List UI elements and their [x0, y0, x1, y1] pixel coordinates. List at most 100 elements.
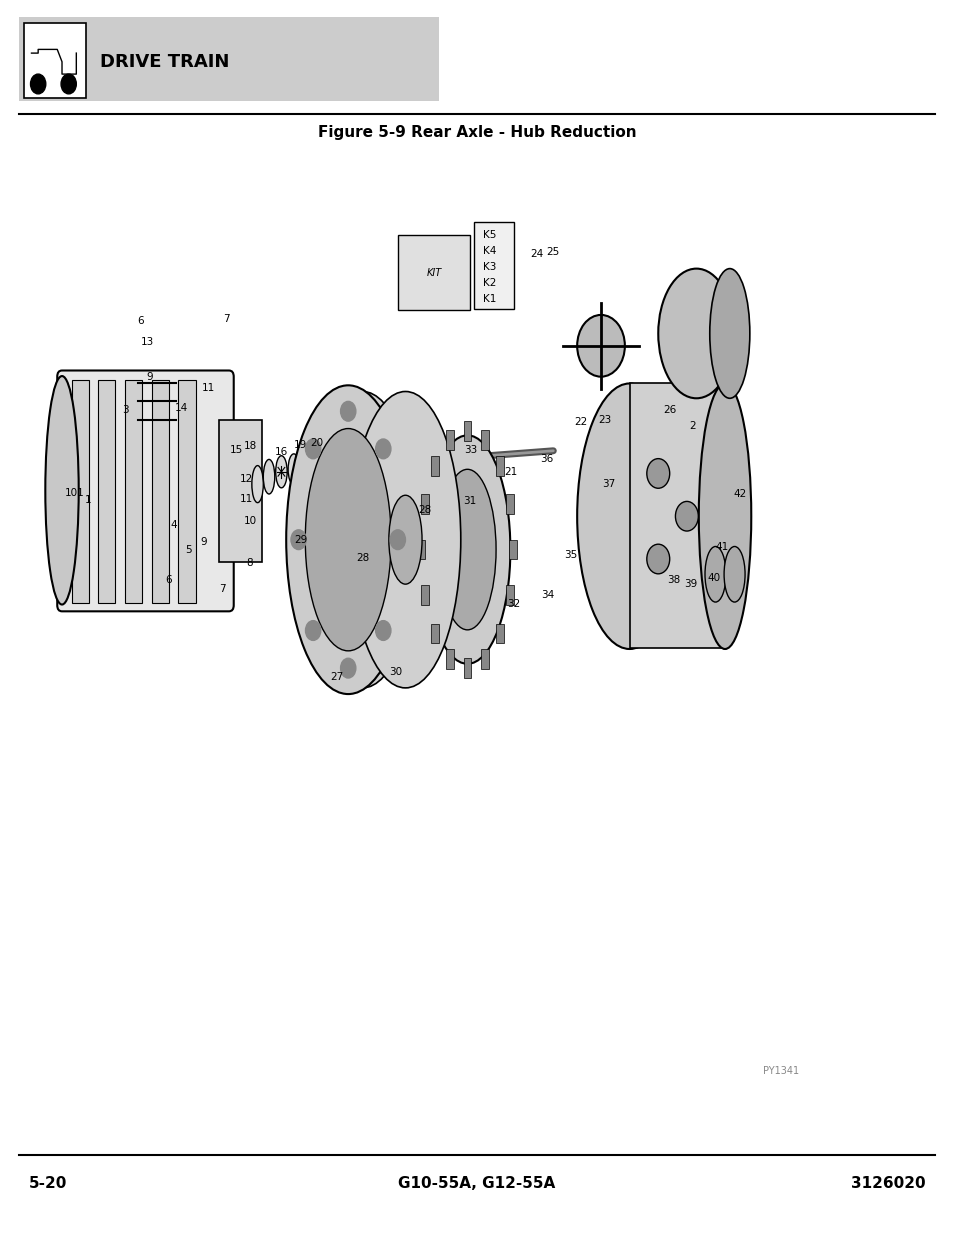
Bar — [505, 494, 513, 514]
FancyBboxPatch shape — [629, 383, 724, 648]
Ellipse shape — [286, 385, 410, 694]
Ellipse shape — [307, 391, 417, 688]
Text: PY1341: PY1341 — [762, 1066, 799, 1076]
Text: 31: 31 — [462, 496, 476, 506]
Ellipse shape — [329, 406, 424, 673]
Circle shape — [646, 458, 669, 488]
Bar — [446, 430, 454, 450]
Bar — [463, 658, 471, 678]
Text: 7: 7 — [219, 584, 225, 594]
Text: 22: 22 — [574, 417, 587, 427]
Bar — [431, 624, 438, 643]
Text: 30: 30 — [389, 667, 402, 677]
Text: 8: 8 — [247, 558, 253, 568]
Ellipse shape — [305, 429, 391, 651]
Text: 38: 38 — [666, 576, 679, 585]
Bar — [446, 650, 454, 669]
Bar — [509, 540, 517, 559]
FancyBboxPatch shape — [57, 370, 233, 611]
Text: 10: 10 — [243, 516, 256, 526]
Ellipse shape — [577, 383, 681, 650]
Text: 3126020: 3126020 — [850, 1176, 924, 1191]
Text: 24: 24 — [530, 249, 543, 259]
FancyBboxPatch shape — [397, 235, 470, 310]
Text: 40: 40 — [706, 573, 720, 583]
Ellipse shape — [704, 546, 725, 603]
FancyBboxPatch shape — [19, 17, 438, 101]
Text: 33: 33 — [463, 445, 476, 454]
Text: 25: 25 — [546, 247, 559, 257]
Text: 18: 18 — [244, 441, 257, 451]
Text: 27: 27 — [330, 672, 343, 682]
Text: 37: 37 — [601, 479, 615, 489]
Text: 35: 35 — [563, 550, 577, 559]
Text: K2: K2 — [482, 278, 496, 288]
Text: 6: 6 — [137, 316, 143, 326]
Text: 7: 7 — [223, 314, 229, 324]
Ellipse shape — [362, 500, 391, 579]
Text: 42: 42 — [733, 489, 746, 499]
Text: 2: 2 — [689, 421, 695, 431]
FancyBboxPatch shape — [219, 420, 262, 562]
Ellipse shape — [438, 469, 496, 630]
Text: 1: 1 — [85, 495, 91, 505]
Text: 6: 6 — [166, 576, 172, 585]
FancyBboxPatch shape — [474, 222, 514, 309]
Circle shape — [291, 530, 306, 550]
Bar — [496, 624, 503, 643]
Text: 26: 26 — [662, 405, 676, 415]
Ellipse shape — [350, 391, 460, 688]
Text: 34: 34 — [540, 590, 554, 600]
Ellipse shape — [709, 269, 749, 398]
Circle shape — [61, 74, 76, 94]
Text: Figure 5-9 Rear Axle - Hub Reduction: Figure 5-9 Rear Axle - Hub Reduction — [317, 125, 636, 140]
Text: 20: 20 — [310, 438, 323, 448]
Text: 16: 16 — [274, 447, 288, 457]
Text: 32: 32 — [507, 599, 520, 609]
Ellipse shape — [275, 456, 287, 488]
Ellipse shape — [252, 466, 263, 503]
Circle shape — [390, 530, 405, 550]
Circle shape — [340, 658, 355, 678]
Bar — [178, 380, 195, 603]
Bar — [98, 380, 115, 603]
Bar — [505, 585, 513, 605]
Bar — [71, 380, 89, 603]
Circle shape — [646, 545, 669, 574]
Text: 15: 15 — [230, 445, 243, 454]
Ellipse shape — [698, 383, 751, 650]
Ellipse shape — [300, 452, 310, 482]
Bar — [480, 650, 488, 669]
Text: KIT: KIT — [426, 268, 441, 278]
Bar — [421, 585, 429, 605]
Bar — [417, 540, 425, 559]
Circle shape — [577, 315, 624, 377]
Ellipse shape — [343, 406, 438, 673]
Bar — [496, 456, 503, 475]
Circle shape — [305, 621, 320, 641]
Text: K4: K4 — [482, 246, 496, 256]
Bar — [421, 494, 429, 514]
Text: 9: 9 — [200, 537, 206, 547]
Text: 5-20: 5-20 — [29, 1176, 67, 1191]
Ellipse shape — [424, 436, 510, 663]
Bar — [152, 380, 169, 603]
Bar — [24, 23, 86, 98]
Circle shape — [305, 438, 320, 458]
Text: 28: 28 — [355, 553, 369, 563]
Bar — [463, 421, 471, 441]
Text: 23: 23 — [598, 415, 611, 425]
Bar — [125, 380, 142, 603]
Text: 9: 9 — [147, 372, 152, 382]
Circle shape — [375, 438, 391, 458]
Ellipse shape — [346, 495, 378, 584]
Text: 36: 36 — [539, 454, 553, 464]
Text: 28: 28 — [417, 505, 431, 515]
Text: 19: 19 — [294, 440, 307, 450]
Text: 39: 39 — [683, 579, 697, 589]
Ellipse shape — [658, 269, 734, 398]
Text: 4: 4 — [171, 520, 176, 530]
Circle shape — [340, 401, 355, 421]
Text: 12: 12 — [239, 474, 253, 484]
Ellipse shape — [46, 375, 79, 605]
